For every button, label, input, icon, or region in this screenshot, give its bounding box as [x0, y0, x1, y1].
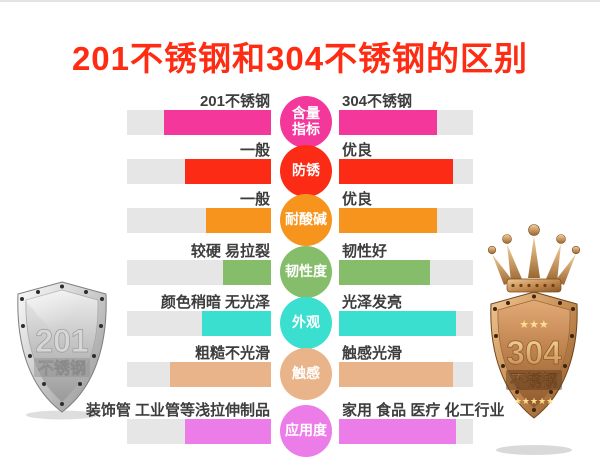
badge-304-number: 304 — [506, 334, 562, 371]
category-badge: 耐酸碱 — [280, 194, 332, 246]
left-value-label: 粗糙不光滑 — [194, 345, 270, 362]
category-label: 应用度 — [285, 422, 327, 439]
right-value-label: 优良 — [342, 191, 373, 208]
right-value-label: 家用 食品 医疗 化工行业 — [342, 402, 505, 419]
right-bar-track — [339, 159, 473, 184]
category-badge: 含量 指标 — [280, 96, 332, 148]
right-bar-fill — [339, 159, 453, 184]
right-value-label: 韧性好 — [342, 243, 388, 260]
category-badge: 外观 — [280, 297, 332, 349]
right-bar-track — [339, 260, 473, 285]
category-label: 防锈 — [292, 162, 320, 179]
silver-shield-icon: 201 不锈钢 — [17, 281, 107, 420]
right-value-label: 触感光滑 — [342, 345, 403, 362]
right-bar-fill — [339, 260, 431, 285]
page-title: 201不锈钢和304不锈钢的区别 — [71, 40, 529, 77]
category-badge: 防锈 — [280, 145, 332, 197]
comparison-row: 较硬 易拉裂 韧性好 韧性度 — [0, 240, 600, 298]
left-value-label: 一般 — [239, 191, 270, 208]
left-bar-track — [127, 260, 271, 285]
comparison-row: 一般 优良 耐酸碱 — [0, 188, 600, 246]
badge-201-label: 不锈钢 — [38, 359, 86, 378]
left-bar-track — [127, 311, 271, 336]
left-bar-fill — [184, 159, 271, 184]
left-bar-fill — [170, 362, 271, 387]
category-label: 韧性度 — [285, 263, 327, 280]
right-value-label: 光泽发亮 — [342, 294, 403, 311]
badge-304-stars-bottom: ★★★★★ — [514, 396, 554, 406]
right-value-label: 304不锈钢 — [342, 93, 413, 110]
right-bar-fill — [339, 208, 437, 233]
left-bar-fill — [184, 419, 271, 444]
badge-201-shield: 201 不锈钢 — [10, 278, 114, 425]
left-value-label: 一般 — [239, 142, 270, 159]
category-badge: 触感 — [280, 348, 332, 400]
left-bar-fill — [164, 110, 271, 135]
right-bar-fill — [339, 311, 456, 336]
badge-201-number: 201 — [35, 323, 88, 359]
left-bar-track — [127, 208, 271, 233]
right-bar-fill — [339, 362, 453, 387]
comparison-row: 201不锈钢 304不锈钢 含量 指标 — [0, 90, 600, 148]
comparison-row: 装饰管 工业管等浅拉伸制品 家用 食品 医疗 化工行业 应用度 — [0, 399, 600, 457]
right-bar-track — [339, 311, 473, 336]
category-label: 耐酸碱 — [285, 211, 327, 228]
right-bar-fill — [339, 110, 437, 135]
badge-304-shield: ★★★ 304 不锈钢 ★★★★★ — [482, 222, 586, 461]
right-bar-fill — [339, 419, 456, 444]
category-badge: 韧性度 — [280, 246, 332, 298]
right-value-label: 优良 — [342, 142, 373, 159]
left-value-label: 较硬 易拉裂 — [190, 243, 270, 260]
comparison-row: 粗糙不光滑 触感光滑 触感 — [0, 342, 600, 400]
left-value-label: 201不锈钢 — [199, 93, 270, 110]
left-bar-fill — [206, 208, 271, 233]
right-bar-track — [339, 419, 473, 444]
badge-304-stars-top: ★★★ — [519, 319, 549, 331]
left-bar-fill — [201, 311, 271, 336]
left-value-label: 装饰管 工业管等浅拉伸制品 — [85, 402, 270, 419]
category-badge: 应用度 — [280, 405, 332, 457]
left-bar-track — [127, 362, 271, 387]
right-bar-track — [339, 362, 473, 387]
left-bar-fill — [223, 260, 271, 285]
category-label: 触感 — [292, 365, 320, 382]
badge-304-label: 不锈钢 — [510, 371, 558, 390]
crown-icon — [487, 224, 581, 293]
gold-crown-shield-icon: ★★★ 304 不锈钢 ★★★★★ — [487, 224, 581, 455]
left-bar-track — [127, 419, 271, 444]
left-bar-track — [127, 159, 271, 184]
category-label: 含量 指标 — [292, 105, 320, 137]
right-bar-track — [339, 110, 473, 135]
left-value-label: 颜色稍暗 无光泽 — [160, 294, 270, 311]
left-bar-track — [127, 110, 271, 135]
comparison-row: 颜色稍暗 无光泽 光泽发亮 外观 — [0, 291, 600, 349]
right-bar-track — [339, 208, 473, 233]
comparison-row: 一般 优良 防锈 — [0, 139, 600, 197]
category-label: 外观 — [292, 314, 320, 331]
